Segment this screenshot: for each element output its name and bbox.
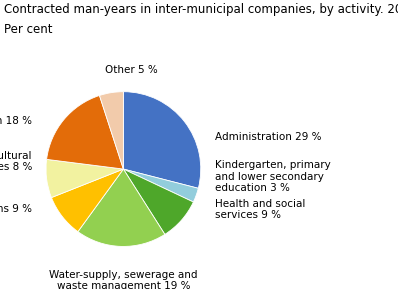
Wedge shape — [46, 159, 123, 198]
Wedge shape — [100, 92, 123, 169]
Text: Administration 29 %: Administration 29 % — [215, 131, 321, 142]
Wedge shape — [47, 95, 123, 169]
Text: Contracted man-years in inter-municipal companies, by activity. 2010.: Contracted man-years in inter-municipal … — [4, 3, 398, 16]
Text: Fire protection 18 %: Fire protection 18 % — [0, 116, 32, 126]
Wedge shape — [123, 169, 198, 202]
Text: Communications 9 %: Communications 9 % — [0, 204, 32, 214]
Wedge shape — [123, 92, 201, 188]
Wedge shape — [51, 169, 123, 232]
Text: Water-supply, sewerage and
waste management 19 %: Water-supply, sewerage and waste managem… — [49, 270, 198, 289]
Text: Health and social
services 9 %: Health and social services 9 % — [215, 199, 305, 220]
Text: Per cent: Per cent — [4, 23, 53, 36]
Wedge shape — [123, 169, 193, 234]
Text: Cultural
activities 8 %: Cultural activities 8 % — [0, 151, 32, 172]
Wedge shape — [78, 169, 165, 247]
Text: Kindergarten, primary
and lower secondary
education 3 %: Kindergarten, primary and lower secondar… — [215, 160, 330, 193]
Text: Other 5 %: Other 5 % — [105, 65, 158, 75]
